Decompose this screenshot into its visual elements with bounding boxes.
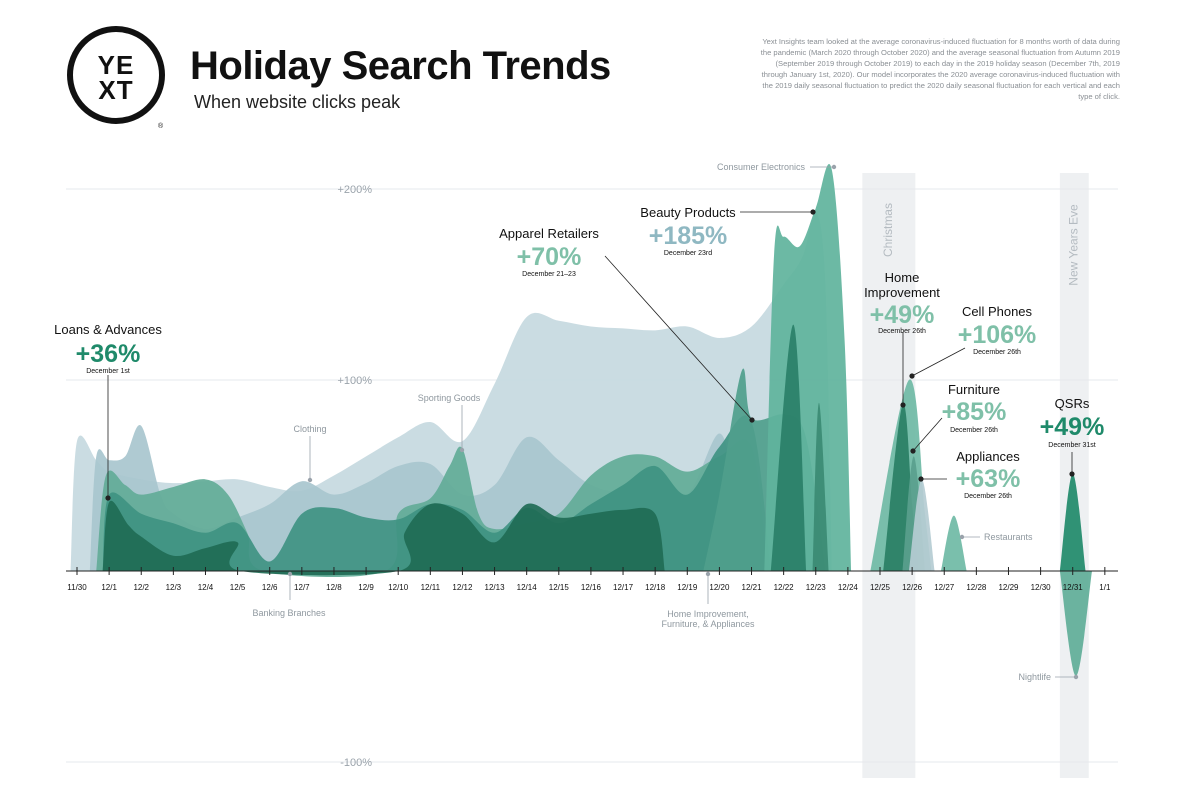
series-restaurants (941, 515, 967, 571)
svg-text:+106%: +106% (958, 321, 1037, 349)
svg-text:December 21–23: December 21–23 (522, 271, 576, 278)
x-tick-label: 12/30 (1031, 583, 1052, 592)
band-label: Christmas (881, 203, 895, 257)
x-tick-label: 12/1 (101, 583, 117, 592)
x-tick-label: 12/26 (902, 583, 923, 592)
x-tick-label: 1/1 (1099, 583, 1111, 592)
svg-text:December 23rd: December 23rd (664, 250, 712, 257)
series-qsrs (1059, 473, 1086, 571)
label-restaurants: Restaurants (984, 532, 1033, 542)
label-banking-branches: Banking Branches (252, 608, 326, 618)
x-tick-label: 12/18 (645, 583, 666, 592)
svg-text:®: ® (158, 122, 164, 130)
x-tick-label: 12/7 (294, 583, 310, 592)
y-tick-minus100: -100% (340, 757, 372, 769)
annotation-home-improvement: Home Improvement +49% December 26th (864, 270, 940, 335)
x-tick-label: 12/29 (998, 583, 1019, 592)
svg-text:+49%: +49% (1040, 413, 1105, 441)
svg-text:+70%: +70% (517, 243, 582, 271)
x-tick-label: 12/22 (774, 583, 795, 592)
series-appliances (908, 479, 935, 571)
annotation-apparel: Apparel Retailers +70% December 21–23 (499, 226, 599, 278)
x-tick-label: 12/24 (838, 583, 859, 592)
annotation-appliances: Appliances +63% December 26th (956, 449, 1021, 500)
y-tick-100: +100% (337, 375, 372, 387)
svg-text:QSRs: QSRs (1055, 396, 1090, 411)
svg-text:December 26th: December 26th (964, 493, 1012, 500)
svg-text:December 26th: December 26th (973, 349, 1021, 356)
x-tick-label: 12/2 (133, 583, 149, 592)
x-tick-label: 12/15 (549, 583, 570, 592)
x-tick-label: 12/19 (677, 583, 698, 592)
svg-text:Cell Phones: Cell Phones (962, 304, 1033, 319)
x-tick-label: 12/12 (452, 583, 473, 592)
x-tick-label: 12/20 (709, 583, 730, 592)
svg-text:+63%: +63% (956, 465, 1021, 493)
label-nightlife: Nightlife (1018, 672, 1051, 682)
svg-text:December 31st: December 31st (1048, 442, 1096, 449)
svg-text:Beauty Products: Beauty Products (640, 205, 736, 220)
svg-text:+49%: +49% (870, 301, 935, 329)
x-tick-label: 12/16 (581, 583, 602, 592)
series-nightlife (1059, 571, 1092, 677)
series-loans-advances (102, 500, 665, 576)
annotation-qsrs: QSRs +49% December 31st (1040, 396, 1105, 449)
annotation-beauty: Beauty Products +185% December 23rd (640, 205, 736, 257)
x-tick-label: 12/31 (1063, 583, 1084, 592)
svg-text:+36%: +36% (76, 340, 141, 368)
logo: YE XT ® (67, 26, 165, 130)
svg-text:December 26th: December 26th (878, 328, 926, 335)
x-tick-label: 12/23 (806, 583, 827, 592)
band-label: New Years Eve (1066, 204, 1080, 286)
svg-text:Furniture: Furniture (948, 382, 1000, 397)
svg-text:+85%: +85% (942, 398, 1007, 426)
svg-text:Apparel Retailers: Apparel Retailers (499, 226, 599, 241)
x-tick-label: 12/11 (421, 583, 441, 592)
annotation-loans: Loans & Advances +36% December 1st (54, 322, 162, 375)
x-tick-label: 12/21 (742, 583, 763, 592)
y-tick-200: +200% (337, 184, 372, 196)
label-home-furniture-appliances-1: Home Improvement, (667, 609, 749, 619)
series-unlabeled (770, 324, 807, 571)
x-tick-label: 12/9 (358, 583, 374, 592)
x-tick-label: 12/27 (934, 583, 955, 592)
annotation-furniture: Furniture +85% December 26th (942, 382, 1007, 434)
svg-text:XT: XT (98, 75, 133, 105)
page-title: Holiday Search Trends (190, 44, 611, 88)
svg-text:December 26th: December 26th (950, 427, 998, 434)
x-tick-label: 11/30 (67, 583, 87, 592)
label-consumer-electronics: Consumer Electronics (717, 162, 806, 172)
svg-text:Improvement: Improvement (864, 285, 940, 300)
label-clothing: Clothing (293, 424, 326, 434)
x-tick-label: 12/25 (870, 583, 891, 592)
svg-text:Home: Home (885, 270, 920, 285)
x-tick-label: 12/14 (517, 583, 538, 592)
x-tick-label: 12/10 (388, 583, 409, 592)
x-tick-label: 12/17 (613, 583, 634, 592)
series-unlabeled (812, 402, 829, 571)
svg-text:Appliances: Appliances (956, 449, 1020, 464)
x-tick-label: 12/28 (966, 583, 987, 592)
label-sporting-goods: Sporting Goods (418, 393, 481, 403)
x-tick-label: 12/6 (262, 583, 278, 592)
x-tick-label: 12/13 (485, 583, 506, 592)
x-tick-label: 12/4 (198, 583, 214, 592)
svg-text:+185%: +185% (649, 222, 728, 250)
page-subtitle: When website clicks peak (194, 92, 401, 112)
x-tick-label: 12/3 (166, 583, 182, 592)
x-tick-label: 12/8 (326, 583, 342, 592)
svg-text:Loans & Advances: Loans & Advances (54, 322, 162, 337)
x-tick-label: 12/5 (230, 583, 246, 592)
methodology-note: Yext Insights team looked at the average… (760, 37, 1120, 101)
annotation-cell-phones: Cell Phones +106% December 26th (958, 304, 1037, 356)
label-home-furniture-appliances-2: Furniture, & Appliances (661, 619, 755, 629)
svg-text:December 1st: December 1st (86, 368, 130, 375)
svg-text:YE: YE (98, 50, 135, 80)
